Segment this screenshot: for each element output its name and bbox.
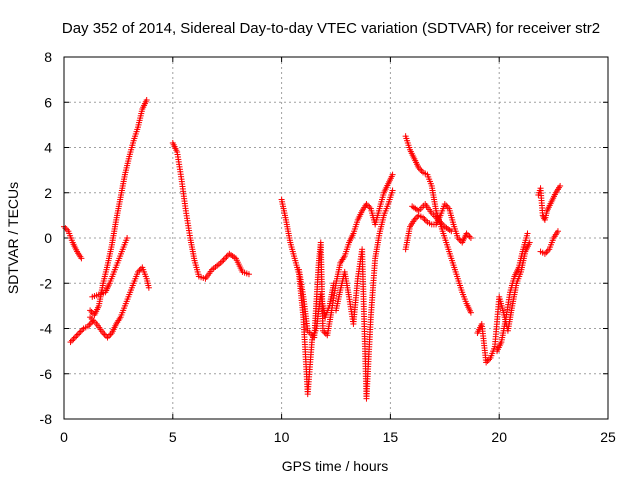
y-tick-label: 8 (44, 49, 52, 65)
x-tick-label: 0 (60, 429, 68, 445)
x-axis-label: GPS time / hours (282, 458, 389, 474)
series-arc-12 (409, 201, 455, 235)
data-point (467, 235, 474, 241)
series-arc-6 (169, 139, 252, 282)
data-point (389, 171, 396, 178)
y-tick-label: -6 (40, 366, 53, 382)
data-point (467, 309, 474, 316)
series-arc-5 (89, 235, 131, 300)
plot-frame (63, 56, 609, 420)
tick-layer: 0 5 10 15 20 25 -8 -6 -4 -2 0 2 4 6 8 (40, 49, 616, 445)
series-arc-11 (402, 201, 474, 253)
data-point (143, 96, 150, 103)
data-point (554, 228, 561, 235)
x-tick-label: 20 (491, 429, 507, 445)
series-arc-3 (87, 96, 150, 318)
y-tick-label: 4 (44, 140, 52, 156)
series-arc-9 (333, 187, 396, 402)
y-tick-label: -4 (40, 321, 53, 337)
series-arc-8 (296, 171, 396, 341)
series-arc-14 (494, 230, 531, 355)
data-point (78, 255, 85, 262)
data-point (557, 182, 564, 189)
y-tick-label: -8 (40, 411, 53, 427)
series-arc-1 (61, 223, 85, 262)
x-tick-label: 25 (600, 429, 616, 445)
y-axis-label: SDTVAR / TECUs (5, 182, 21, 294)
series-arc-4 (87, 264, 152, 341)
y-tick-label: 6 (44, 94, 52, 110)
data-point (145, 284, 152, 291)
data-point (124, 235, 131, 241)
data-point (524, 230, 531, 237)
series-arc-16 (537, 228, 561, 257)
x-tick-label: 5 (169, 429, 177, 445)
x-tick-label: 15 (383, 429, 399, 445)
data-point (389, 187, 396, 194)
data-point (89, 318, 96, 325)
series-arc-15 (535, 182, 564, 223)
data-points (61, 96, 564, 402)
data-point (448, 228, 455, 235)
series-arc-2 (67, 318, 96, 346)
y-tick-label: -2 (40, 275, 53, 291)
grid-layer (64, 57, 608, 419)
chart-title: Day 352 of 2014, Sidereal Day-to-day VTE… (62, 20, 600, 37)
data-point (245, 271, 252, 278)
y-tick-label: 0 (44, 230, 52, 246)
x-tick-label: 10 (274, 429, 290, 445)
y-tick-label: 2 (44, 185, 52, 201)
